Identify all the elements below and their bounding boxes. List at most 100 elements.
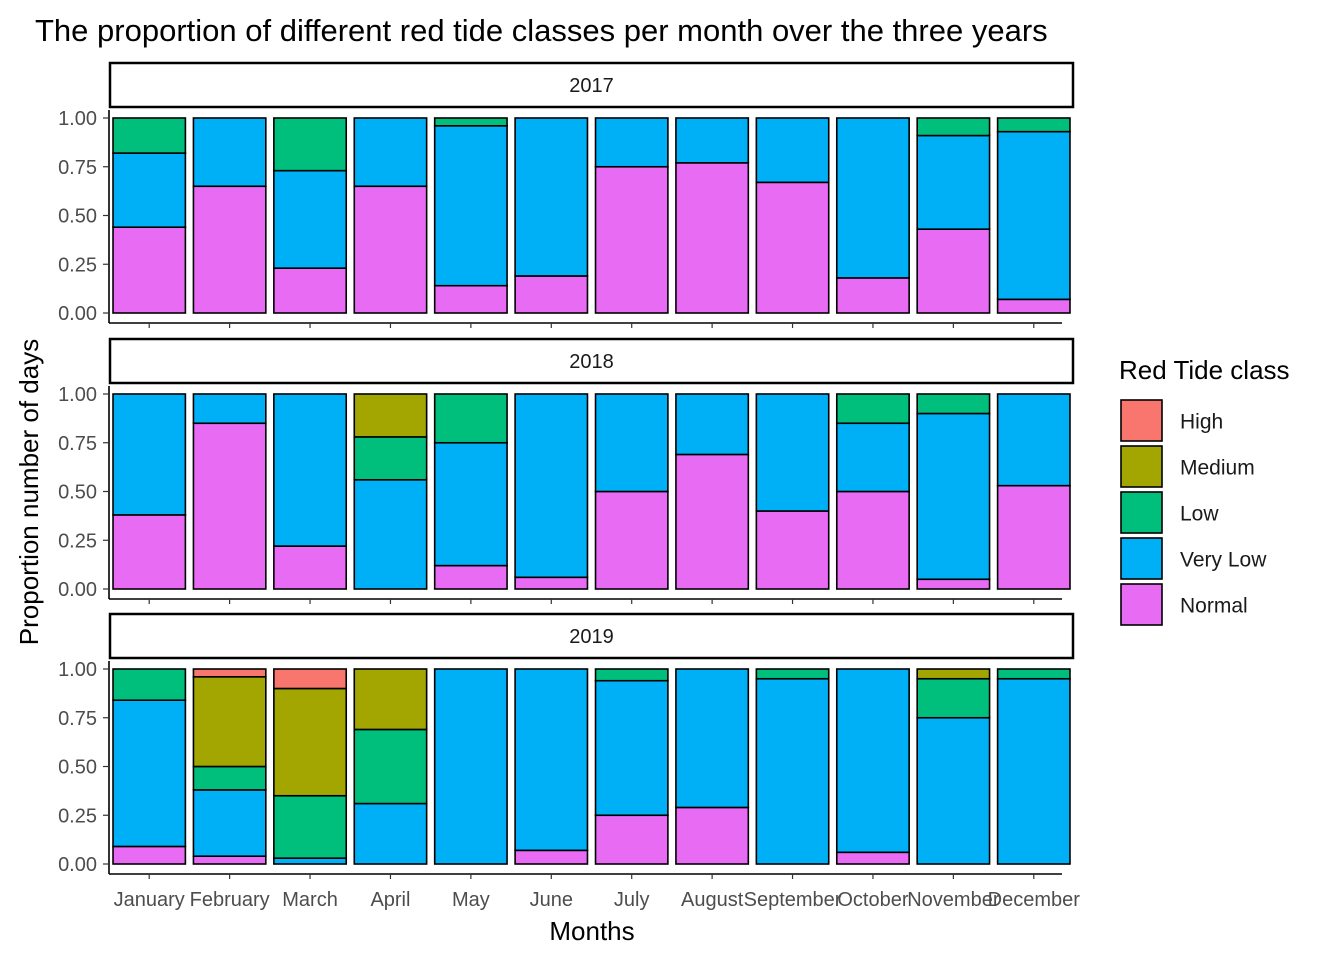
bar-segment-medium <box>192 675 267 768</box>
bar-segment-normal <box>273 267 348 314</box>
y-tick-label: 1.00 <box>58 384 97 406</box>
bar-segment-very-low <box>594 117 669 168</box>
bar-segment-normal <box>514 275 589 314</box>
bar-segment-very-low <box>755 677 830 865</box>
bar-segment-normal <box>353 185 428 314</box>
bar-segment-normal <box>996 484 1071 590</box>
bar-segment-normal <box>433 284 508 314</box>
x-tick-label: March <box>282 889 338 911</box>
bar-segment-very-low <box>112 152 187 229</box>
bar-segment-low <box>353 436 428 481</box>
bar-segment-normal <box>835 277 910 314</box>
legend-key <box>1120 445 1163 488</box>
y-tick-label: 0.00 <box>58 854 97 876</box>
facet-strip <box>108 337 1075 385</box>
bar-segment-normal <box>514 576 589 590</box>
y-tick-label: 0.50 <box>58 757 97 779</box>
legend-key <box>1120 491 1163 534</box>
y-axis-title: Proportion number of days <box>14 339 44 645</box>
bar-segment-very-low <box>433 441 508 567</box>
bar-segment-normal <box>112 226 187 314</box>
bar-segment-very-low <box>433 125 508 287</box>
bar-segment-normal <box>835 490 910 590</box>
facet-strip <box>108 612 1075 660</box>
bar-segment-normal <box>112 845 187 865</box>
bar-segment-very-low <box>675 117 750 164</box>
y-tick-label: 0.75 <box>58 433 97 455</box>
bar-segment-very-low <box>192 789 267 858</box>
facet-panel-2019: 2019 0.00 0.25 0.50 0.75 1.00 January February M… <box>58 612 1081 911</box>
bar-segment-very-low <box>835 117 910 279</box>
bar-segment-very-low <box>273 169 348 269</box>
legend-label: Very Low <box>1180 549 1267 572</box>
bar-segment-very-low <box>273 393 348 547</box>
x-tick-label: September <box>744 889 842 911</box>
y-tick-label: 0.00 <box>58 303 97 325</box>
bar-segment-low <box>755 668 830 680</box>
bar-segment-very-low <box>192 393 267 425</box>
bar-segment-very-low <box>514 668 589 852</box>
bar-segment-very-low <box>835 668 910 854</box>
x-tick-label: July <box>614 889 650 911</box>
bar-segment-low <box>996 668 1071 680</box>
bar-segment-normal <box>916 578 991 590</box>
bar-segment-very-low <box>433 668 508 865</box>
y-tick-label: 0.50 <box>58 206 97 228</box>
facet-panel-2017: 2017 0.00 0.25 0.50 0.75 1.00 <box>58 61 1075 328</box>
bar-segment-normal <box>594 814 669 865</box>
bar-segment-medium <box>273 687 348 797</box>
bar-segment-high <box>192 668 267 678</box>
bar-segment-low <box>835 393 910 425</box>
bar-segment-very-low <box>353 802 428 865</box>
y-tick-label: 0.75 <box>58 708 97 730</box>
y-tick-label: 0.25 <box>58 805 97 827</box>
bar-segment-medium <box>353 668 428 731</box>
legend-label: Low <box>1180 503 1219 526</box>
x-tick-label: May <box>452 889 490 911</box>
x-tick-label: December <box>988 889 1081 911</box>
bar-segment-very-low <box>996 130 1071 301</box>
bar-segment-very-low <box>192 117 267 188</box>
legend-item-normal: Normal <box>1120 583 1248 626</box>
bar-segment-low <box>273 117 348 172</box>
bar-segment-low <box>996 117 1071 133</box>
bar-segment-very-low <box>916 134 991 230</box>
bar-segment-low <box>433 393 508 444</box>
bar-segment-normal <box>192 422 267 590</box>
bar-segment-normal <box>192 855 267 865</box>
legend-title: Red Tide class <box>1119 355 1290 385</box>
bar-segment-normal <box>675 453 750 590</box>
bar-segment-normal <box>433 564 508 590</box>
bar-segment-medium <box>353 393 428 438</box>
bar-segment-low <box>112 668 187 702</box>
bar-segment-very-low <box>273 857 348 865</box>
bar-segment-very-low <box>353 117 428 188</box>
legend-label: Medium <box>1180 457 1255 480</box>
y-tick-label: 1.00 <box>58 659 97 681</box>
facet-strip-label: 2017 <box>569 75 614 97</box>
bar-segment-very-low <box>353 478 428 590</box>
bar-segment-normal <box>675 806 750 865</box>
bar-segment-low <box>916 117 991 137</box>
y-tick-label: 0.50 <box>58 482 97 504</box>
facet-panels: 2017 0.00 0.25 0.50 0.75 1.00 2018 0.00 0.25 0.50… <box>58 61 1081 911</box>
y-tick-label: 0.00 <box>58 579 97 601</box>
legend-key <box>1120 583 1163 626</box>
y-tick-label: 0.25 <box>58 530 97 552</box>
bar-segment-normal <box>594 165 669 314</box>
x-tick-label: February <box>190 889 270 911</box>
bar-segment-low <box>594 668 669 682</box>
bar-segment-very-low <box>996 393 1071 487</box>
bar-segment-low <box>112 117 187 154</box>
bar-segment-normal <box>112 514 187 590</box>
x-tick-label: April <box>370 889 410 911</box>
legend-label: Normal <box>1180 595 1248 618</box>
bar-segment-very-low <box>675 668 750 809</box>
bar-segment-normal <box>514 849 589 865</box>
bar-segment-very-low <box>755 393 830 512</box>
x-tick-label: August <box>681 889 744 911</box>
bar-segment-very-low <box>675 393 750 456</box>
bar-segment-very-low <box>514 117 589 277</box>
facet-strip-label: 2019 <box>569 626 614 648</box>
bar-segment-low <box>273 794 348 859</box>
